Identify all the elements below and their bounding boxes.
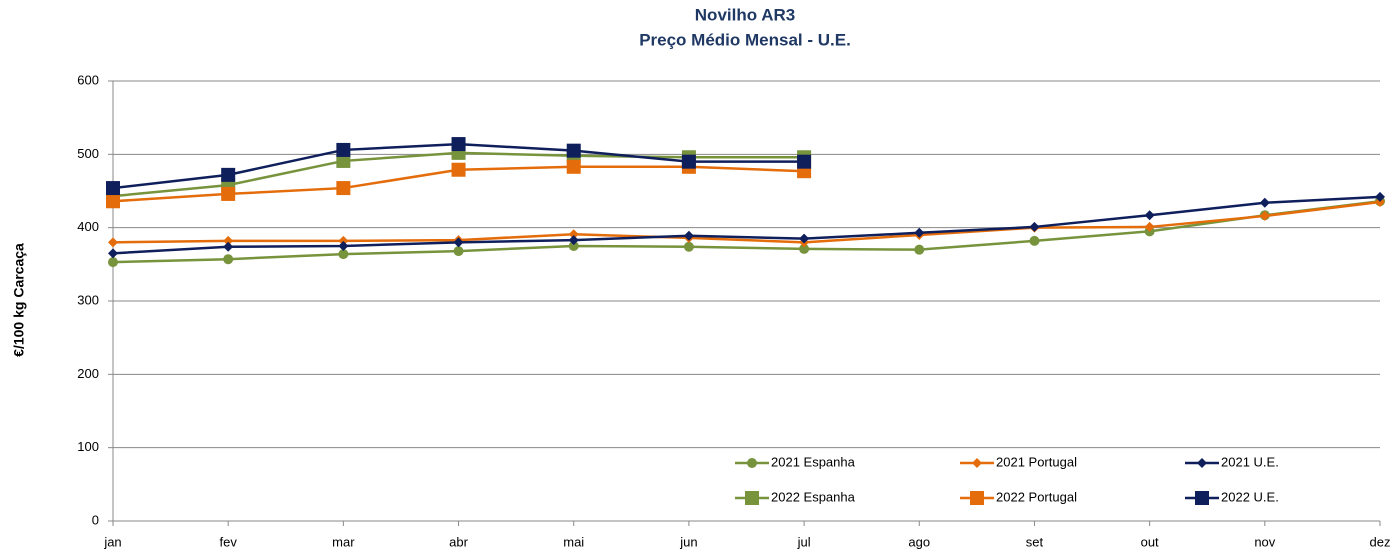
marker [221, 186, 236, 201]
legend-label: 2022 Portugal [996, 489, 1077, 504]
series-line [112, 200, 1381, 244]
marker [683, 230, 694, 241]
marker [106, 194, 120, 209]
marker [972, 458, 982, 468]
marker [223, 235, 234, 246]
marker [1195, 491, 1209, 505]
x-tick-label: jul [797, 534, 811, 549]
y-tick-label: 100 [77, 439, 99, 454]
x-tick-label: mar [332, 534, 355, 549]
legend-label: 2022 U.E. [1221, 489, 1279, 504]
marker [566, 143, 581, 158]
marker [108, 257, 118, 268]
legend-label: 2022 Espanha [771, 489, 856, 504]
marker [336, 153, 351, 168]
marker [338, 235, 349, 246]
marker [223, 254, 234, 265]
x-tick-label: dez [1370, 534, 1391, 549]
series-line [112, 195, 1381, 255]
chart-title: Novilho AR3 [695, 5, 795, 24]
marker [223, 241, 234, 252]
marker [336, 142, 351, 157]
marker [451, 162, 466, 177]
x-tick-label: out [1141, 534, 1159, 549]
legend-label: 2021 Portugal [996, 454, 1077, 469]
marker [451, 137, 466, 152]
marker [914, 244, 925, 255]
marker [108, 248, 118, 259]
marker [453, 237, 464, 248]
marker [799, 233, 810, 244]
marker [799, 243, 810, 254]
marker [338, 249, 349, 260]
legend-label: 2021 Espanha [771, 454, 856, 469]
marker [1259, 210, 1270, 221]
marker [568, 235, 579, 246]
marker [336, 181, 351, 196]
marker [1144, 210, 1155, 221]
marker [1144, 221, 1155, 232]
x-tick-label: ago [908, 534, 930, 549]
x-tick-label: abr [449, 534, 468, 549]
y-tick-label: 200 [77, 366, 99, 381]
y-tick-label: 300 [77, 292, 99, 307]
marker [914, 227, 925, 238]
marker [1197, 458, 1207, 468]
marker [683, 241, 694, 252]
marker [1259, 197, 1270, 208]
y-axis-label: €/100 kg Carcaça [11, 243, 27, 357]
marker [681, 154, 696, 169]
x-tick-label: jun [679, 534, 697, 549]
marker [1029, 221, 1040, 232]
marker [747, 458, 757, 468]
x-tick-label: nov [1254, 534, 1275, 549]
y-tick-label: 400 [77, 219, 99, 234]
marker [338, 241, 349, 251]
y-tick-label: 600 [77, 72, 99, 87]
marker [106, 181, 120, 196]
series-line [112, 200, 1381, 264]
x-tick-label: set [1026, 534, 1044, 549]
x-tick-label: mai [563, 534, 584, 549]
marker [970, 491, 984, 505]
marker [221, 167, 236, 182]
marker [568, 241, 579, 251]
marker [1375, 191, 1385, 202]
marker [108, 237, 118, 248]
legend-label: 2021 U.E. [1221, 454, 1279, 469]
y-tick-label: 0 [92, 512, 99, 527]
x-tick-label: fev [220, 534, 238, 549]
marker [797, 154, 812, 169]
y-tick-label: 500 [77, 146, 99, 161]
chart-subtitle: Preço Médio Mensal - U.E. [639, 30, 851, 49]
marker [745, 491, 759, 505]
marker [453, 246, 464, 257]
marker [1029, 235, 1040, 246]
marker [1375, 197, 1385, 207]
marker [566, 159, 581, 174]
x-tick-label: jan [103, 534, 121, 549]
marker [568, 229, 579, 240]
